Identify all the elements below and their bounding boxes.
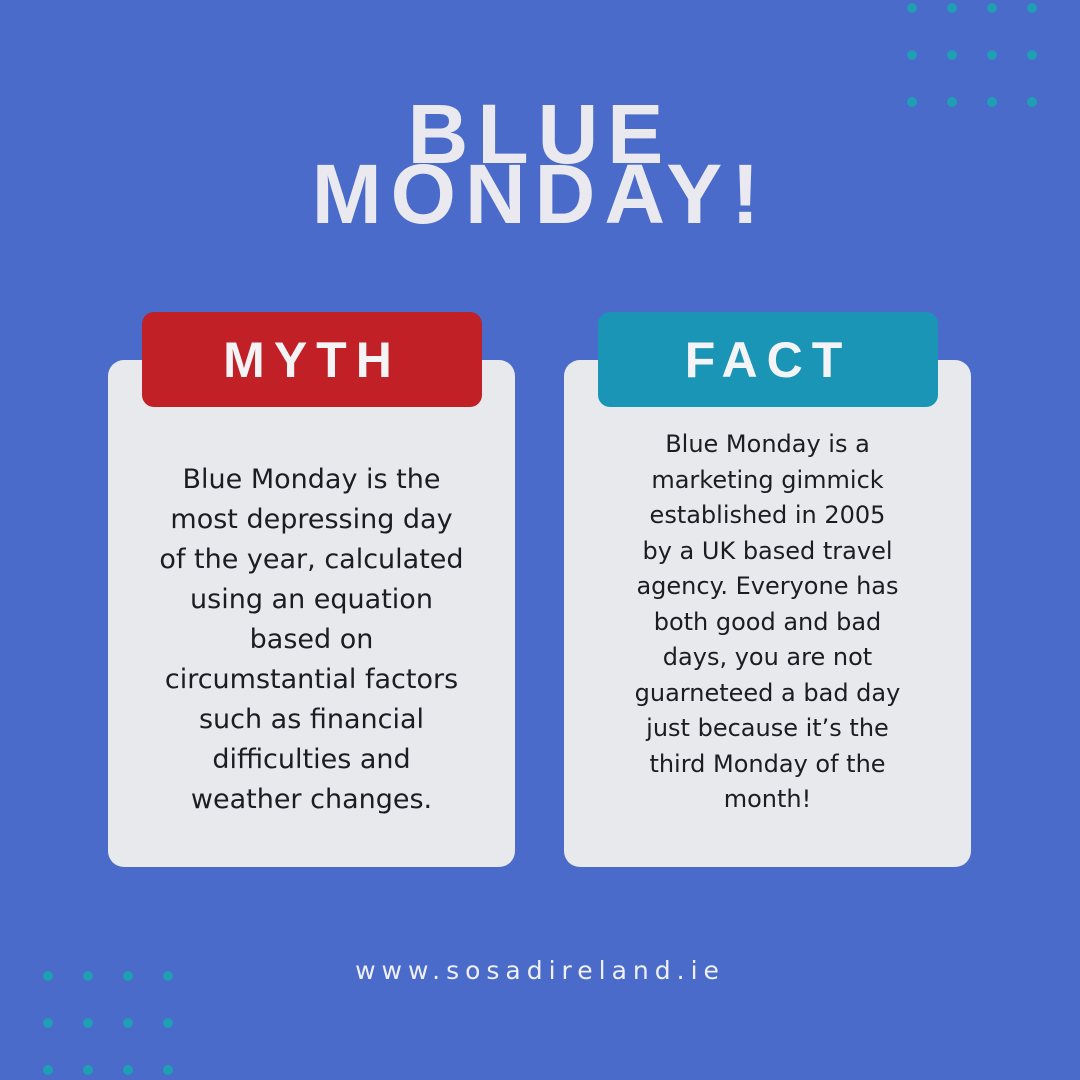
footer-url: www.sosadireland.ie (355, 956, 725, 985)
decor-dot (43, 1065, 53, 1075)
decor-dot (163, 971, 173, 981)
decor-dot (83, 971, 93, 981)
body-line: month! (723, 785, 812, 813)
title: BLUE (407, 87, 673, 181)
decor-dot (123, 1065, 133, 1075)
myth-label: MYTH (142, 312, 482, 407)
decor-dot (163, 1065, 173, 1075)
body-line: days, you are not (662, 643, 873, 671)
body-line: by a UK based travel (642, 536, 893, 565)
decor-dot (947, 3, 957, 13)
decor-dot (987, 50, 997, 60)
decor-dot (987, 3, 997, 13)
decor-dot (83, 1018, 93, 1028)
decor-dot (1027, 3, 1037, 13)
decor-dot (987, 97, 997, 107)
body-line: third Monday of the (649, 749, 886, 778)
body-line: guarneteed a bad day (634, 678, 901, 707)
decor-dot (907, 50, 917, 60)
decor-dot (123, 1018, 133, 1028)
decor-dot (123, 971, 133, 981)
decor-dot (43, 971, 53, 981)
body-line: weather changes. (190, 784, 433, 815)
body-line: most depressing day (170, 504, 453, 535)
decor-dot (947, 97, 957, 107)
body-line: of the year, calculated (159, 544, 464, 575)
body-line: established in 2005 (649, 501, 886, 529)
fact-body: Blue Monday is a marketing gimmick establi… (564, 427, 971, 818)
myth-body: Blue Monday is the most depressing day of … (108, 460, 515, 820)
body-line: marketing gimmick (651, 465, 884, 494)
decor-dot (83, 1065, 93, 1075)
decor-dot (1027, 97, 1037, 107)
decor-dot (947, 50, 957, 60)
decor-dot (43, 1018, 53, 1028)
body-line: agency. Everyone has (636, 572, 899, 600)
body-line: difficulties and (212, 744, 411, 775)
myth-card (108, 360, 515, 867)
decor-dot (907, 97, 917, 107)
body-line: such as financial (198, 704, 425, 735)
title: MONDAY! (311, 147, 769, 241)
fact-label: FACT (598, 312, 938, 407)
decor-dot (907, 3, 917, 13)
body-line: just because it’s the (646, 714, 889, 742)
fact-card (564, 360, 971, 867)
body-line: both good and bad (653, 607, 882, 636)
decor-dot (1027, 50, 1037, 60)
body-line: based on (249, 624, 374, 655)
body-line: Blue Monday is the (182, 464, 441, 495)
body-line: Blue Monday is a (665, 430, 870, 458)
decor-dot (163, 1018, 173, 1028)
body-line: using an equation (190, 584, 433, 615)
body-line: circumstantial factors (164, 664, 459, 695)
